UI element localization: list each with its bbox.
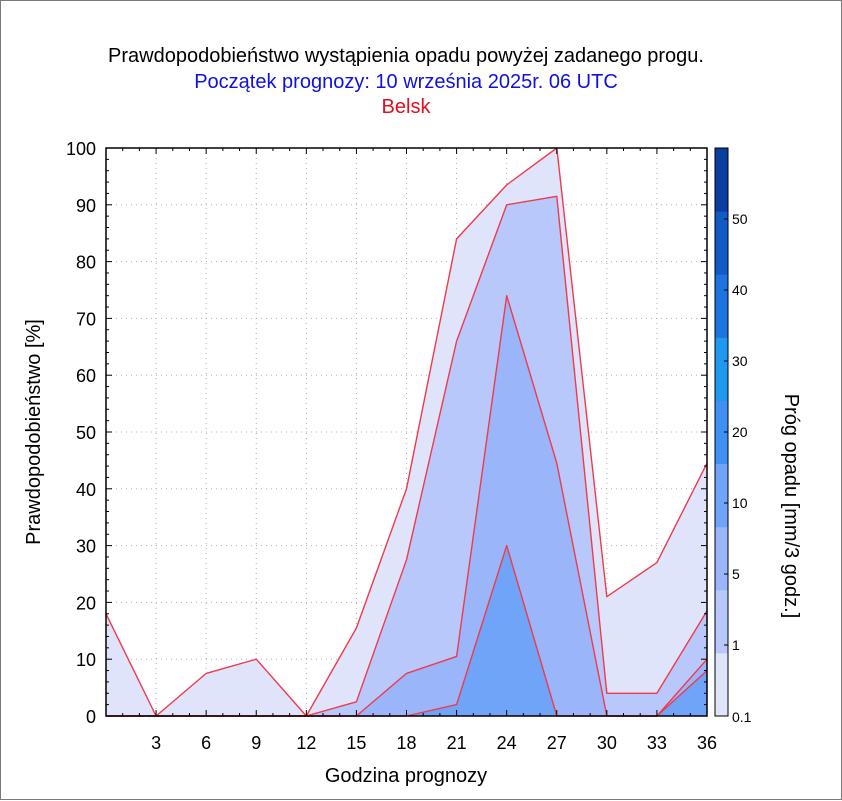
colorbar-tick-label: 50 xyxy=(732,211,748,227)
area-layer xyxy=(106,148,707,717)
colorbar: 0.1 1 5 10 20 30 40 50 xyxy=(714,147,752,725)
x-tick-label: 30 xyxy=(597,733,617,753)
colorbar-tick-label: 5 xyxy=(732,566,740,582)
y-tick-label: 50 xyxy=(76,423,96,443)
colorbar-segment xyxy=(715,463,728,528)
chart-location: Belsk xyxy=(382,96,432,118)
x-tick-label: 15 xyxy=(346,733,366,753)
y-tick-label: 10 xyxy=(76,650,96,670)
colorbar-tick-label: 40 xyxy=(732,282,748,298)
y-tick-label: 90 xyxy=(76,196,96,216)
y-tick-label: 80 xyxy=(76,253,96,273)
grid-layer xyxy=(106,148,707,716)
x-tick-label: 6 xyxy=(201,733,211,753)
y-tick-label: 0 xyxy=(86,707,96,727)
colorbar-label: Próg opadu [mm/3 godz.] xyxy=(780,394,802,619)
y-tick-label: 20 xyxy=(76,593,96,613)
y-tick-label: 70 xyxy=(76,309,96,329)
colorbar-segment xyxy=(715,148,728,212)
colorbar-segment xyxy=(715,652,728,717)
colorbar-segment xyxy=(715,526,728,591)
x-tick-label: 3 xyxy=(151,733,161,753)
x-tick-label: 36 xyxy=(697,733,717,753)
x-axis-label: Godzina prognozy xyxy=(325,765,487,787)
colorbar-tick-label: 20 xyxy=(732,424,748,440)
y-tick-label: 30 xyxy=(76,537,96,557)
y-tick-label: 60 xyxy=(76,366,96,386)
colorbar-segment xyxy=(715,589,728,654)
x-tick-label: 21 xyxy=(447,733,467,753)
colorbar-tick-label: 30 xyxy=(732,353,748,369)
chart-title: Prawdopodobieństwo wystąpienia opadu pow… xyxy=(108,45,704,67)
colorbar-segment xyxy=(715,400,728,465)
y-tick-label: 100 xyxy=(66,139,96,159)
colorbar-segment xyxy=(715,211,728,275)
colorbar-segment xyxy=(715,337,728,401)
chart-subtitle: Początek prognozy: 10 września 2025r. 06… xyxy=(194,71,618,93)
x-tick-label: 24 xyxy=(497,733,517,753)
y-tick-label: 40 xyxy=(76,480,96,500)
colorbar-segment xyxy=(715,274,728,338)
line-series-0.1 xyxy=(105,147,708,717)
x-tick-label: 33 xyxy=(647,733,667,753)
tick-layer: 3 6 9 12 15 18 21 24 27 30 33 360102030405060708090… xyxy=(66,139,717,753)
x-tick-label: 27 xyxy=(547,733,567,753)
y-axis-label: Prawdopodobieństwo [%] xyxy=(23,319,45,545)
area-series-5 xyxy=(106,295,707,716)
colorbar-tick-label: 1 xyxy=(732,637,740,653)
colorbar-tick-label: 10 xyxy=(732,495,748,511)
x-tick-label: 18 xyxy=(396,733,416,753)
x-tick-label: 12 xyxy=(296,733,316,753)
colorbar-tick-label: 0.1 xyxy=(732,709,752,725)
x-tick-label: 9 xyxy=(251,733,261,753)
